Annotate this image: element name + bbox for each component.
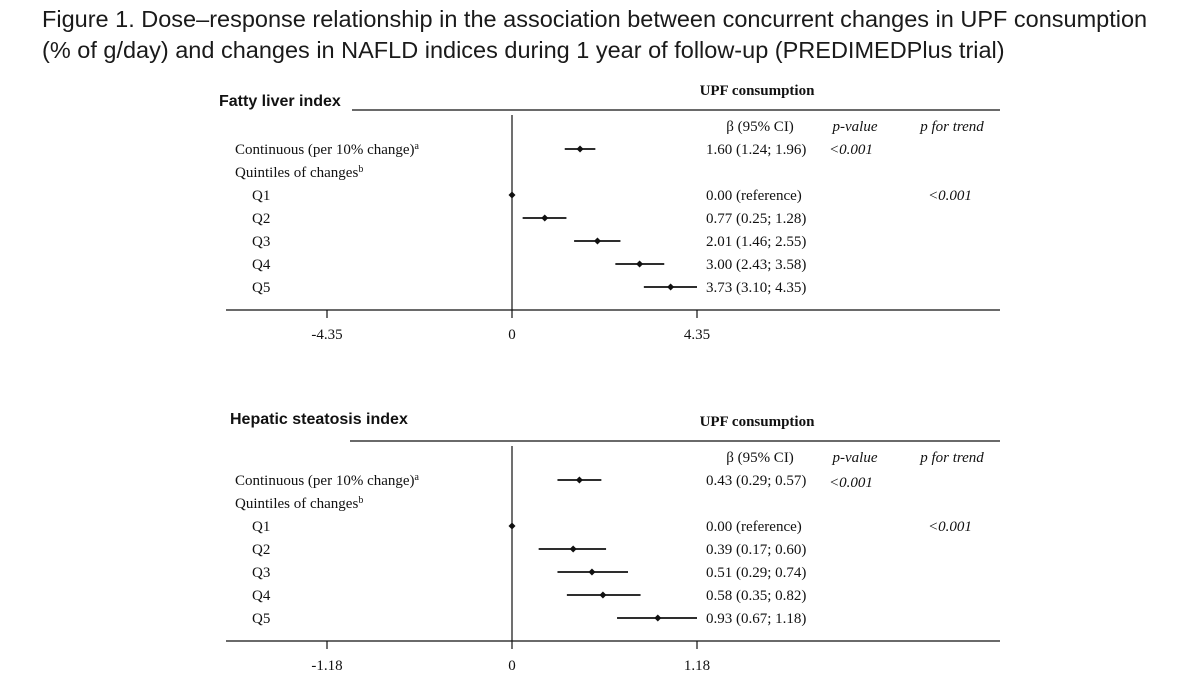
point-estimate xyxy=(636,260,644,268)
forest-row: Quintiles of changesb xyxy=(235,495,363,512)
row-label: Q5 xyxy=(252,280,270,296)
row-label: Q5 xyxy=(252,611,270,627)
col-header-beta-ci: β (95% CI) xyxy=(726,119,794,135)
row-label: Q1 xyxy=(252,519,270,535)
ci-text: 2.01 (1.46; 2.55) xyxy=(706,234,806,250)
forest-row: Q5 0.93 (0.67; 1.18) xyxy=(252,611,806,627)
row-label-superscript: a xyxy=(415,141,420,152)
upf-consumption-header: UPF consumption xyxy=(700,414,816,430)
forest-row: Q2 0.77 (0.25; 1.28) xyxy=(252,211,806,227)
row-label-superscript: b xyxy=(358,495,363,506)
x-tick-label: 0 xyxy=(508,658,516,674)
figure-title: Figure 1. Dose–response relationship in … xyxy=(42,4,1192,66)
ci-text: 0.93 (0.67; 1.18) xyxy=(706,611,806,627)
ci-text: 3.73 (3.10; 4.35) xyxy=(706,280,806,296)
forest-row: Q2 0.39 (0.17; 0.60) xyxy=(252,542,806,558)
row-label: Q1 xyxy=(252,188,270,204)
ci-text: 1.60 (1.24; 1.96) xyxy=(706,142,806,158)
ci-text: 0.77 (0.25; 1.28) xyxy=(706,211,806,227)
forest-row: Continuous (per 10% change)a 1.60 (1.24; … xyxy=(235,141,873,158)
forest-row: Q1 0.00 (reference) <0.001 xyxy=(252,519,972,535)
point-estimate xyxy=(667,283,675,291)
panel-title: Fatty liver index xyxy=(219,93,341,110)
point-estimate xyxy=(575,476,583,484)
row-label: Q4 xyxy=(252,257,271,273)
row-label-superscript: b xyxy=(358,164,363,175)
point-estimate xyxy=(588,568,596,576)
forest-row: Q4 3.00 (2.43; 3.58) xyxy=(252,257,806,273)
forest-row: Q3 2.01 (1.46; 2.55) xyxy=(252,234,806,250)
forest-row: Q3 0.51 (0.29; 0.74) xyxy=(252,565,806,581)
col-header-beta-ci: β (95% CI) xyxy=(726,450,794,466)
forest-panel-2: Hepatic steatosis index UPF consumption β … xyxy=(226,411,1000,674)
row-label-superscript: a xyxy=(415,472,420,483)
p-value: <0.001 xyxy=(829,142,873,158)
forest-row: Q1 0.00 (reference) <0.001 xyxy=(252,188,972,204)
point-estimate xyxy=(576,145,584,153)
p-trend: <0.001 xyxy=(928,519,972,535)
x-tick-label: -4.35 xyxy=(311,327,342,343)
ci-text: 0.43 (0.29; 0.57) xyxy=(706,473,806,489)
row-label: Continuous (per 10% change)a xyxy=(235,141,420,158)
forest-row: Quintiles of changesb xyxy=(235,164,363,181)
figure-title-line1: Figure 1. Dose–response relationship in … xyxy=(42,6,1148,32)
col-header-p-value: p-value xyxy=(832,450,878,466)
point-estimate xyxy=(508,522,516,530)
row-label: Quintiles of changesb xyxy=(235,495,363,512)
forest-row: Continuous (per 10% change)a 0.43 (0.29; … xyxy=(235,472,873,491)
point-estimate xyxy=(541,214,549,222)
panel-title: Hepatic steatosis index xyxy=(230,411,408,428)
x-tick-label: 4.35 xyxy=(684,327,710,343)
x-tick-label: 1.18 xyxy=(684,658,710,674)
figure-title-line2: (% of g/day) and changes in NAFLD indice… xyxy=(42,37,1005,63)
point-estimate xyxy=(593,237,601,245)
forest-row: Q5 3.73 (3.10; 4.35) xyxy=(252,280,806,296)
ci-text: 0.00 (reference) xyxy=(706,519,802,535)
col-header-p-trend: p for trend xyxy=(919,119,984,135)
row-label: Q4 xyxy=(252,588,271,604)
col-header-p-trend: p for trend xyxy=(919,450,984,466)
x-tick-label: 0 xyxy=(508,327,516,343)
forest-row: Q4 0.58 (0.35; 0.82) xyxy=(252,588,806,604)
point-estimate xyxy=(599,591,607,599)
row-label: Q3 xyxy=(252,234,270,250)
point-estimate xyxy=(508,191,516,199)
row-label: Q2 xyxy=(252,211,270,227)
row-label: Q3 xyxy=(252,565,270,581)
ci-text: 0.58 (0.35; 0.82) xyxy=(706,588,806,604)
ci-text: 0.39 (0.17; 0.60) xyxy=(706,542,806,558)
ci-text: 3.00 (2.43; 3.58) xyxy=(706,257,806,273)
ci-text: 0.00 (reference) xyxy=(706,188,802,204)
ci-text: 0.51 (0.29; 0.74) xyxy=(706,565,806,581)
upf-consumption-header: UPF consumption xyxy=(700,83,816,99)
point-estimate xyxy=(654,614,662,622)
row-label: Continuous (per 10% change)a xyxy=(235,472,420,489)
p-trend: <0.001 xyxy=(928,188,972,204)
row-label: Quintiles of changesb xyxy=(235,164,363,181)
point-estimate xyxy=(569,545,577,553)
row-label: Q2 xyxy=(252,542,270,558)
forest-panel-1: Fatty liver index UPF consumption β (95% C… xyxy=(219,83,1000,343)
col-header-p-value: p-value xyxy=(832,119,878,135)
p-value: <0.001 xyxy=(829,475,873,491)
x-tick-label: -1.18 xyxy=(311,658,342,674)
